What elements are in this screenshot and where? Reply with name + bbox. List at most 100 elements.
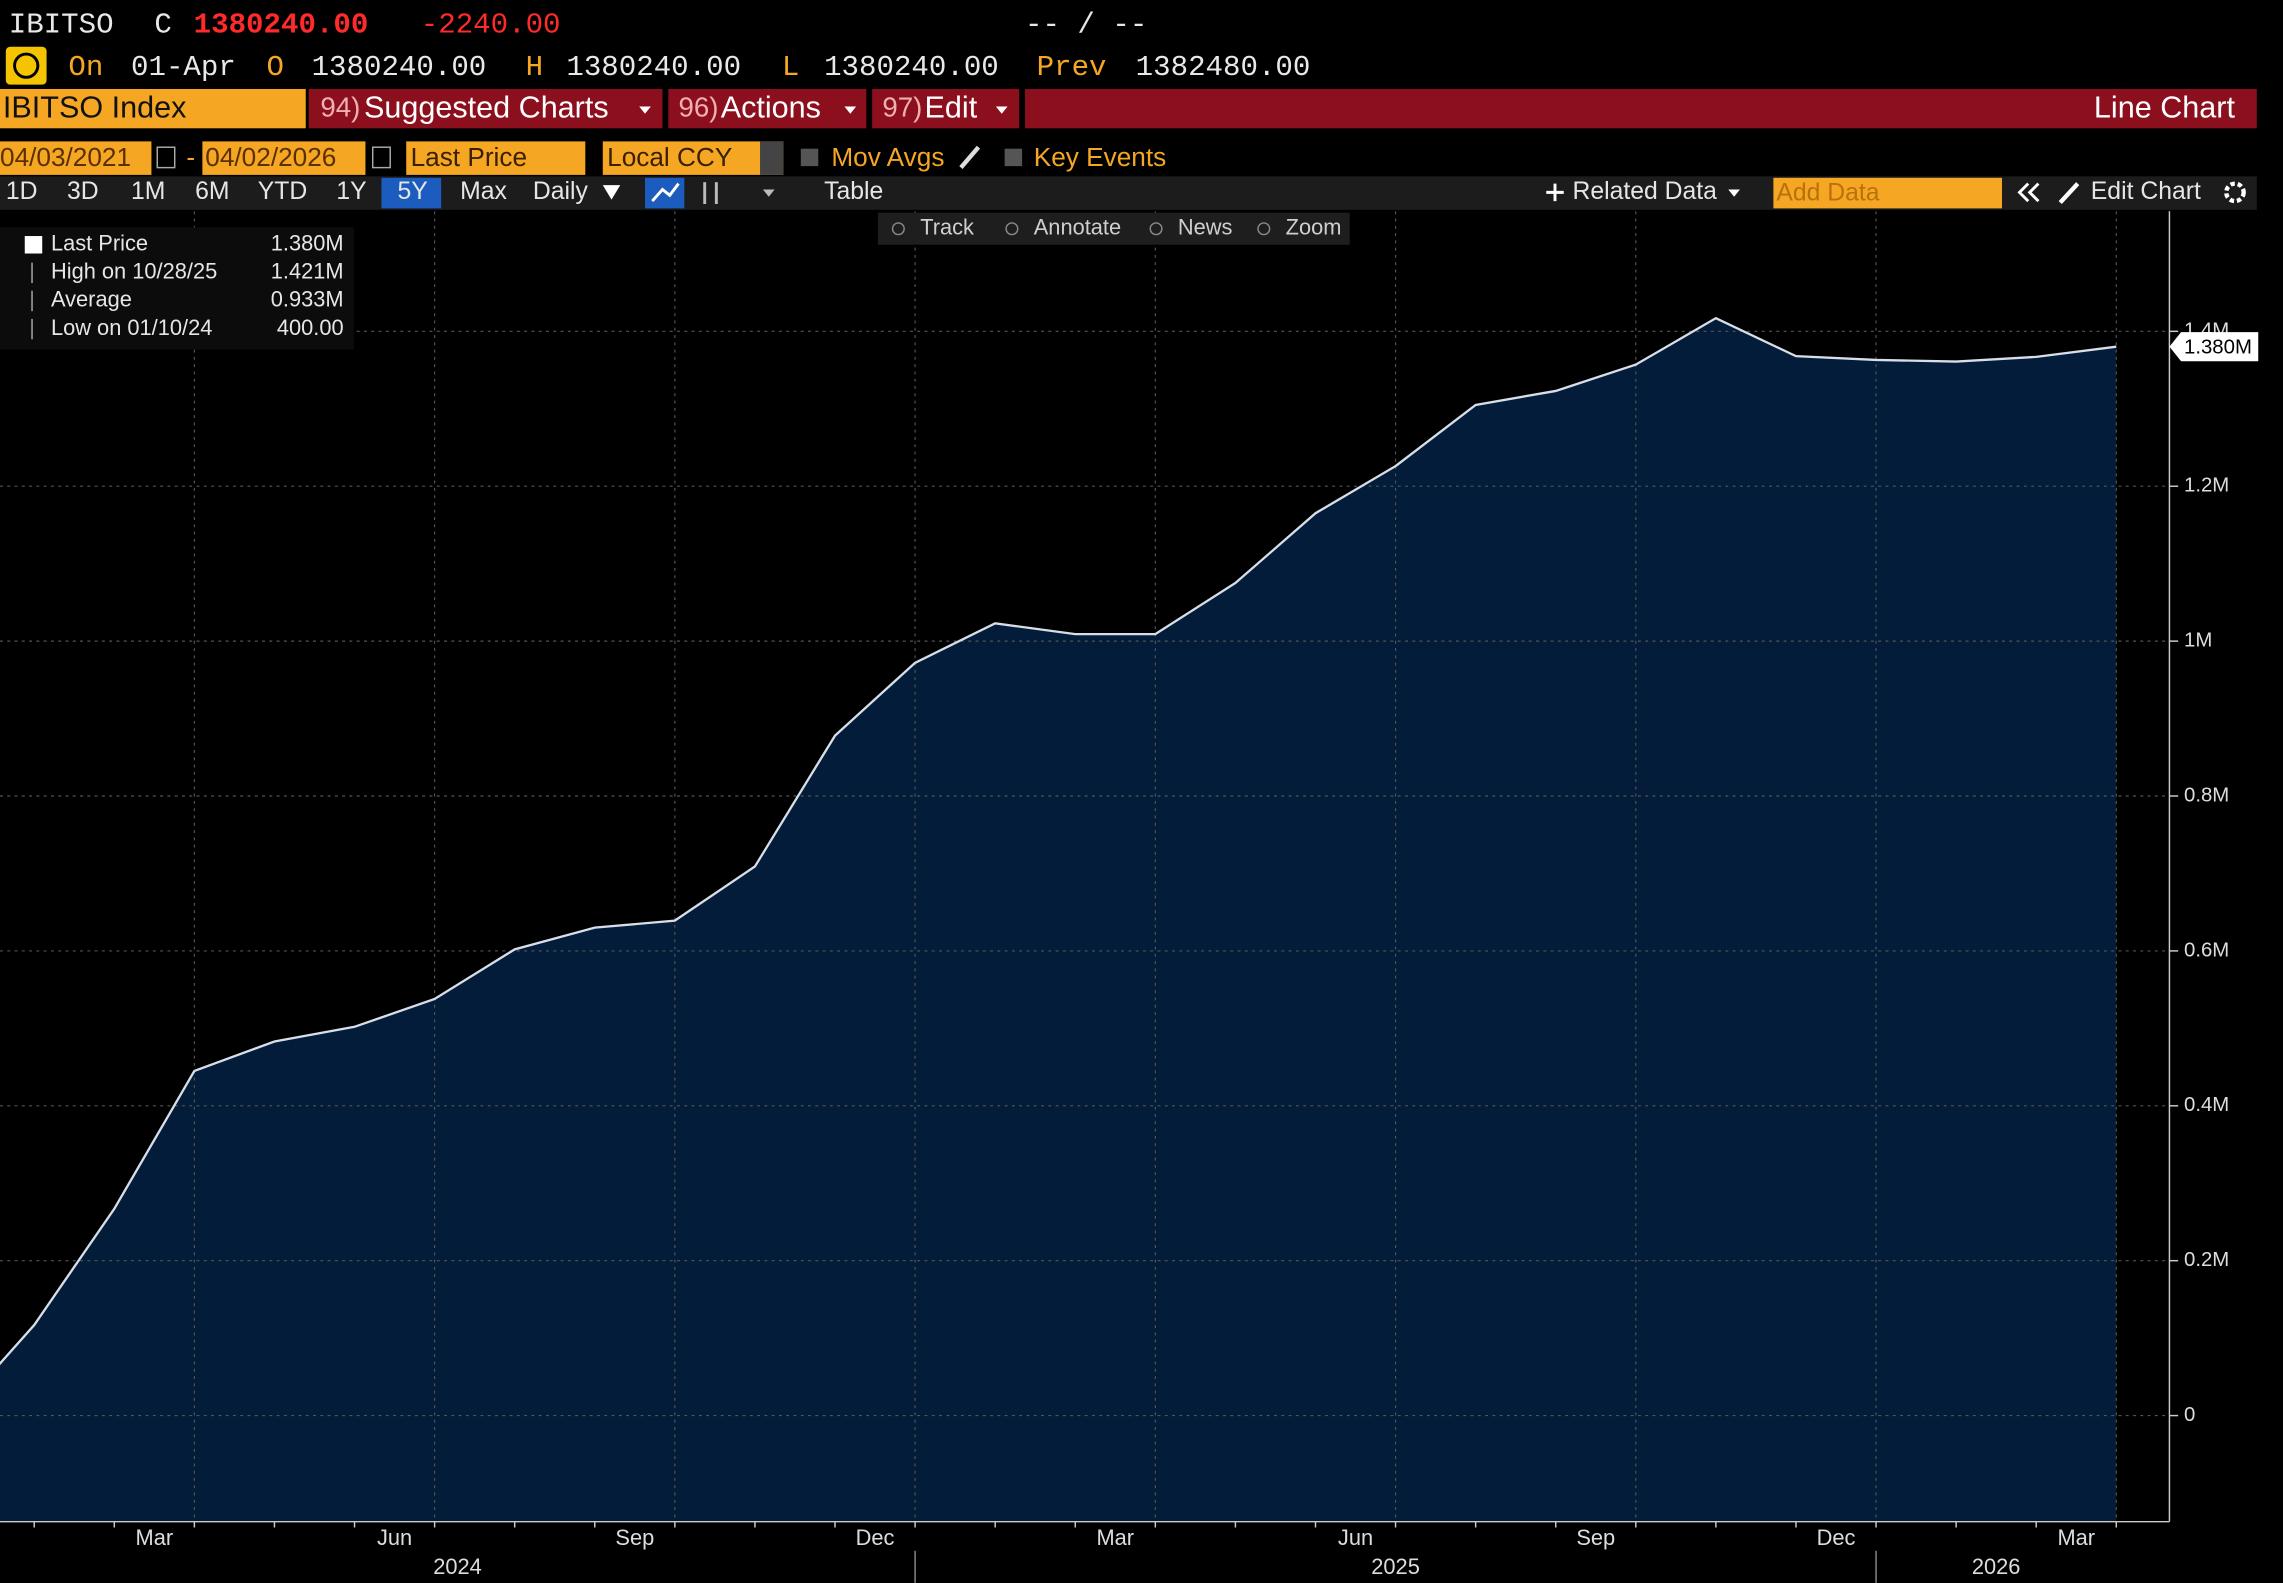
legend-label: Last Price — [51, 231, 148, 256]
tool-button[interactable]: Track — [920, 215, 974, 240]
dropdown-icon — [1728, 189, 1740, 197]
tool-button[interactable]: Annotate — [1034, 215, 1121, 240]
x-tick-label: Dec — [856, 1525, 895, 1550]
calendar-icon[interactable] — [372, 146, 391, 169]
area — [0, 318, 2117, 1522]
security: IBITSO Index — [3, 90, 186, 124]
open: 1380240.00 — [312, 51, 487, 84]
y-tick-label: 0 — [2184, 1404, 2195, 1426]
x-tick-label: Mar — [1096, 1525, 1134, 1550]
period-button[interactable]: 3D — [67, 178, 99, 205]
y-tick-label: 0.6M — [2184, 939, 2229, 961]
legend-value: 1.380M — [271, 231, 344, 256]
tool-button[interactable]: Zoom — [1286, 215, 1342, 240]
period-button[interactable]: 1Y — [336, 178, 366, 205]
year-label: 2024 — [433, 1554, 482, 1579]
last-price-tag — [2169, 332, 2259, 362]
x-tick-label: Sep — [615, 1525, 654, 1550]
high-label: H — [526, 51, 543, 84]
calendar-icon[interactable] — [156, 146, 176, 169]
close-label: C — [154, 9, 171, 42]
prev-label: Prev — [1037, 51, 1107, 84]
year-label: 2026 — [1972, 1554, 2021, 1579]
period-button[interactable]: 6M — [195, 178, 229, 205]
low-label: L — [782, 51, 799, 84]
period-button[interactable]: YTD — [258, 178, 308, 205]
security-field[interactable] — [0, 88, 306, 129]
field-select[interactable] — [406, 141, 586, 175]
table-button[interactable]: Table — [824, 178, 883, 205]
checkbox[interactable] — [1004, 148, 1023, 167]
open-label: O — [266, 51, 283, 84]
x-tick-label: Jun — [377, 1525, 412, 1550]
active-period — [381, 177, 442, 209]
menu-button[interactable] — [308, 88, 663, 129]
prev: 1382480.00 — [1136, 51, 1311, 84]
mov-avgs: Mov Avgs — [831, 142, 944, 172]
tool-icon — [1149, 222, 1163, 236]
menu-label: Edit — [925, 90, 978, 124]
pencil-icon[interactable] — [959, 145, 981, 170]
legend-value: 400.00 — [277, 315, 344, 340]
period-button[interactable]: 1M — [131, 178, 165, 205]
period-button[interactable]: 5Y — [397, 178, 427, 205]
add-data-field[interactable] — [1773, 177, 2002, 209]
pencil-icon — [2058, 182, 2080, 205]
dropdown-icon[interactable] — [762, 189, 775, 197]
high: 1380240.00 — [566, 51, 741, 84]
end-date: 04/02/2026 — [205, 142, 336, 172]
dropdown-icon — [995, 106, 1008, 114]
x-tick-label: Jun — [1338, 1525, 1373, 1550]
menu-num: 97) — [882, 92, 922, 123]
tool-icon — [1257, 222, 1271, 236]
x-tick-label: Sep — [1576, 1525, 1615, 1550]
menu-button[interactable] — [668, 88, 867, 129]
period-button[interactable]: 1D — [6, 178, 38, 205]
alert-icon[interactable] — [5, 46, 47, 85]
menu-button[interactable] — [872, 88, 1020, 129]
checkbox[interactable] — [800, 148, 819, 167]
start-date-field[interactable] — [0, 141, 152, 175]
alert-icon-glyph — [13, 52, 40, 79]
legend-value: 1.421M — [271, 259, 344, 284]
line-chart-icon[interactable] — [645, 177, 685, 209]
related-data[interactable]: Related Data — [1572, 178, 1717, 205]
plot-area — [0, 211, 2170, 1522]
dropdown-icon — [844, 106, 857, 114]
currency-dropdown[interactable] — [760, 141, 784, 175]
line-chart-glyph — [651, 182, 680, 203]
end-date-field[interactable] — [202, 141, 366, 175]
ticker: IBITSO — [9, 9, 114, 42]
y-tick-label: 1.2M — [2184, 475, 2229, 497]
x-tick-label: Mar — [2057, 1525, 2095, 1550]
date-sep: - — [186, 142, 195, 172]
last-price-label: 1.380M — [2184, 336, 2252, 358]
y-tick-label: 1M — [2184, 630, 2212, 652]
chart-kind: Line Chart — [2094, 90, 2236, 124]
year-label: 2025 — [1371, 1554, 1420, 1579]
menu-num: 94) — [320, 92, 360, 123]
settings-icon[interactable] — [2224, 181, 2246, 204]
change: -2240.00 — [421, 9, 561, 42]
legend-swatch — [24, 236, 43, 254]
tool-icon — [1005, 222, 1019, 236]
tool-button[interactable]: News — [1178, 215, 1233, 240]
plus-icon — [1546, 183, 1564, 202]
legend-label: Average — [51, 287, 132, 312]
legend-label: Low on 01/10/24 — [51, 315, 212, 340]
period-button[interactable]: Max — [460, 178, 507, 205]
y-tick-label: 0.8M — [2184, 784, 2229, 806]
edit-chart[interactable]: Edit Chart — [2091, 178, 2201, 205]
legend-box — [0, 227, 354, 350]
menu-num: 96) — [678, 92, 718, 123]
date: 01-Apr — [131, 51, 236, 84]
currency-select[interactable] — [602, 141, 784, 175]
y-tick-label: 0.2M — [2184, 1249, 2229, 1271]
x-tick-label: Mar — [136, 1525, 174, 1550]
field: Last Price — [411, 142, 527, 172]
collapse-icon[interactable] — [2017, 182, 2040, 203]
on-label: On — [68, 51, 103, 84]
